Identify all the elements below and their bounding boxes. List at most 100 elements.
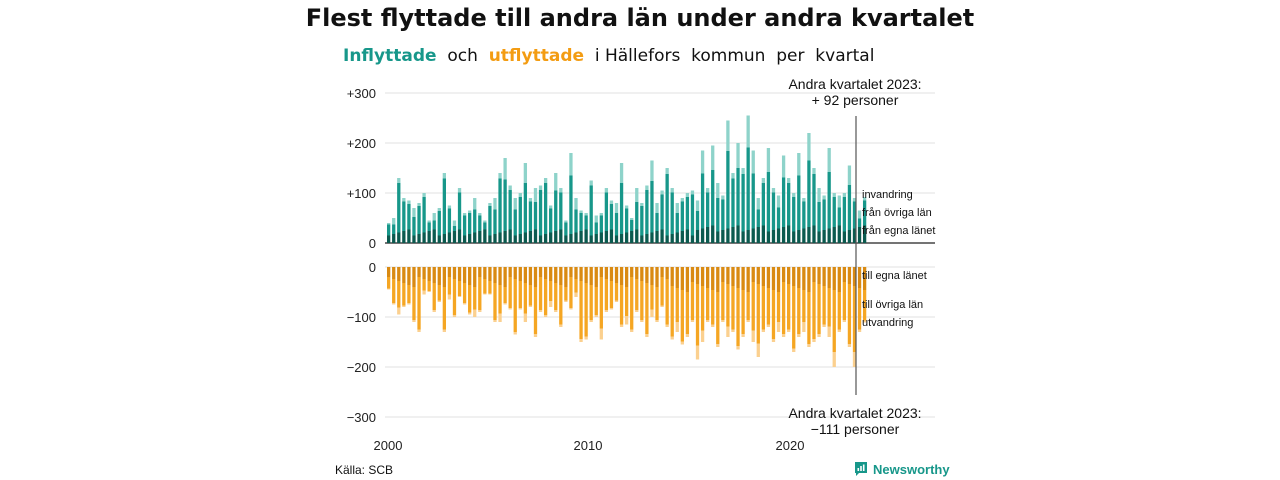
outflow-bar xyxy=(746,292,750,320)
outflow-bar xyxy=(822,267,826,286)
inflow-bar xyxy=(579,231,583,243)
outflow-bar xyxy=(432,283,436,310)
outflow-bar xyxy=(716,292,720,344)
outflow-bar xyxy=(478,267,482,277)
outflow-bar xyxy=(726,326,730,337)
inflow-bar xyxy=(412,208,416,217)
inflow-bar xyxy=(503,158,507,180)
outflow-bar xyxy=(417,277,421,330)
inflow-bar xyxy=(645,185,649,190)
outflow-bar xyxy=(462,303,467,305)
inflow-bar xyxy=(518,193,522,197)
inflow-bar xyxy=(655,213,659,231)
y-tick-out-label: −100 xyxy=(347,310,376,325)
inflow-bar xyxy=(726,120,730,151)
inflow-bar xyxy=(614,235,619,243)
outflow-bar xyxy=(478,277,482,310)
inflow-bar xyxy=(554,173,558,191)
inflow-bar xyxy=(417,234,421,243)
inflow-bar xyxy=(584,229,588,243)
inflow-bar xyxy=(726,228,730,243)
outflow-bar xyxy=(493,320,497,322)
outflow-bar xyxy=(528,285,533,306)
outflow-bar xyxy=(802,267,806,290)
outflow-bar xyxy=(468,312,472,315)
inflow-bar xyxy=(635,188,639,202)
inflow-bar xyxy=(594,234,598,243)
inflow-bar xyxy=(422,197,426,233)
inflow-bar xyxy=(387,235,391,243)
inflow-bar xyxy=(771,188,776,193)
outflow-bar xyxy=(832,267,836,290)
outflow-bar xyxy=(797,334,801,337)
inflow-bar xyxy=(569,153,573,176)
outflow-bar xyxy=(493,267,497,283)
outflow-bar xyxy=(650,267,654,285)
outflow-bar xyxy=(756,267,760,284)
inflow-bar xyxy=(624,232,629,243)
inflow-bar xyxy=(543,183,548,234)
inflow-bar xyxy=(387,224,391,236)
inflow-bar xyxy=(402,231,406,243)
inflow-bar xyxy=(528,201,533,231)
outflow-bar xyxy=(731,286,735,330)
newsworthy-logo-icon xyxy=(855,462,867,476)
inflow-bar xyxy=(457,192,462,230)
inflow-bar xyxy=(538,235,543,243)
inflow-bar xyxy=(761,183,765,226)
source-note: Källa: SCB xyxy=(335,463,394,477)
inflow-bar xyxy=(614,203,619,213)
outflow-bar xyxy=(417,329,421,332)
inflow-bar xyxy=(392,224,396,234)
inflow-bar xyxy=(614,213,619,236)
outflow-bar xyxy=(645,334,649,337)
subtitle-rest: i Hällefors kommun per kvartal xyxy=(594,46,875,66)
outflow-bar xyxy=(483,293,487,295)
outflow-bar xyxy=(397,307,401,315)
inflow-bar xyxy=(832,227,836,243)
outflow-bar xyxy=(827,288,831,327)
outflow-bar xyxy=(695,267,700,284)
outflow-bar xyxy=(503,303,507,305)
outflow-bar xyxy=(640,320,644,322)
inflow-bar xyxy=(685,197,690,230)
outflow-bar xyxy=(781,267,786,282)
inflow-bar xyxy=(533,188,538,202)
inflow-bar xyxy=(528,231,533,243)
outflow-bar xyxy=(635,310,639,312)
inflow-bar xyxy=(630,218,634,220)
outflow-bar xyxy=(402,267,406,283)
outflow-bar xyxy=(452,267,457,279)
outflow-bar xyxy=(726,267,730,284)
outflow-bar xyxy=(630,277,634,330)
inflow-bar xyxy=(721,199,725,230)
outflow-bar xyxy=(695,284,700,346)
outflow-bar xyxy=(721,320,725,322)
inflow-bar xyxy=(518,234,522,243)
outflow-bar xyxy=(508,267,512,277)
inflow-bar xyxy=(447,205,452,209)
outflow-bar xyxy=(857,288,862,330)
inflow-bar xyxy=(862,197,867,201)
outflow-bar xyxy=(599,267,603,277)
outflow-bar xyxy=(761,286,765,330)
inflow-bar xyxy=(817,202,821,232)
inflow-bar xyxy=(417,203,421,206)
outflow-bar xyxy=(488,281,492,294)
inflow-bar xyxy=(842,197,847,232)
outflow-bar xyxy=(771,290,776,339)
y-tick-in-label: +200 xyxy=(347,136,376,151)
inflow-bar xyxy=(604,192,609,231)
outflow-bar xyxy=(761,329,765,332)
inflow-bar xyxy=(802,201,806,229)
outflow-bar xyxy=(741,334,745,337)
outflow-bar xyxy=(690,282,695,320)
inflow-bar xyxy=(857,210,862,219)
outflow-bar xyxy=(847,344,852,347)
inflow-bar xyxy=(695,200,700,211)
inflow-bar xyxy=(680,201,684,231)
inflow-bar xyxy=(685,229,690,243)
outflow-bar xyxy=(457,296,462,297)
outflow-bar xyxy=(716,344,720,347)
outflow-bar xyxy=(564,267,568,287)
